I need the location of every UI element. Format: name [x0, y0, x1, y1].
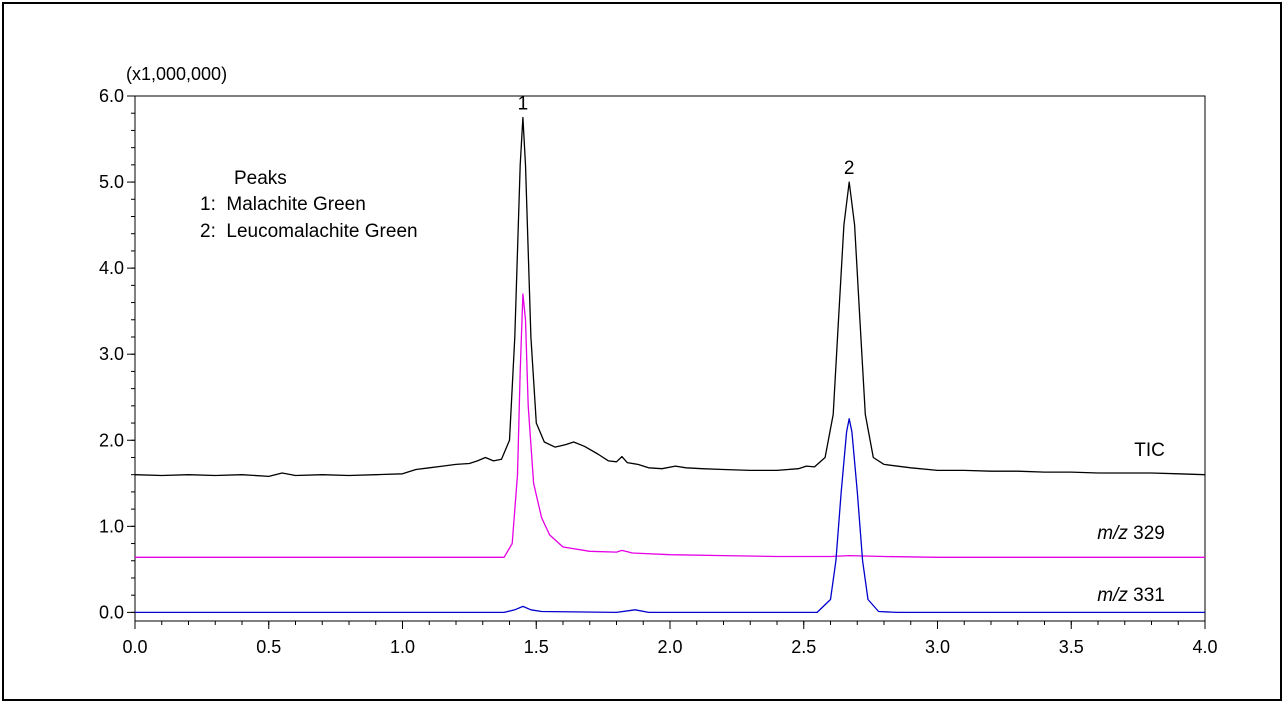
y-tick-label: 0.0: [99, 602, 124, 622]
series-line-tic: [134, 116, 1206, 478]
y-tick-label: 3.0: [99, 344, 124, 364]
ticks: 0.0 0.5 1.0 1.5 2.0 2.5 3.0 3.5 4.0 0.0 1.0 2.0 3.0 4…: [99, 86, 1218, 657]
x-tick-label: 4.0: [1192, 637, 1217, 657]
legend-item-malachite-green: 1: Malachite Green: [200, 194, 366, 215]
series-layer: [134, 116, 1206, 614]
series-label-italic: m/z: [1097, 523, 1128, 544]
y-tick-label: 4.0: [99, 258, 124, 278]
x-tick-label: 1.0: [390, 637, 415, 657]
chromatogram-chart: 0.0 0.5 1.0 1.5 2.0 2.5 3.0 3.5 4.0 0.0 1.0 2.0 3.0 4…: [99, 64, 1218, 657]
series-label-m-z-329: m/z 329: [1097, 523, 1165, 544]
plot-area-border: [134, 95, 1206, 622]
x-tick-label: 1.5: [524, 637, 549, 657]
y-tick-label: 2.0: [99, 430, 124, 450]
peaks-legend: Peaks 1: Malachite Green 2: Leucomalachi…: [200, 168, 418, 242]
legend-title: Peaks: [234, 168, 287, 189]
x-tick-label: 0.5: [256, 637, 281, 657]
x-tick-label: 0.0: [122, 637, 147, 657]
y-tick-label: 6.0: [99, 86, 124, 106]
series-label-text: 331: [1128, 585, 1165, 606]
y-tick-label: 5.0: [99, 172, 124, 192]
series-label-text: 329: [1128, 523, 1165, 544]
series-label-italic: m/z: [1097, 585, 1128, 606]
series-label-text: TIC: [1134, 440, 1165, 461]
x-tick-label: 2.5: [791, 637, 816, 657]
peak-label-1: 1: [518, 94, 529, 115]
series-line-m-z-329: [135, 293, 1205, 558]
axes: [134, 95, 1206, 622]
x-tick-label: 3.5: [1059, 637, 1084, 657]
series-label-tic: TIC: [1134, 440, 1165, 461]
legend-item-leucomalachite-green: 2: Leucomalachite Green: [200, 221, 418, 242]
y-tick-label: 1.0: [99, 516, 124, 536]
series-line-m-z-331: [135, 418, 1205, 614]
y-multiplier-label: (x1,000,000): [126, 64, 227, 84]
peak-label-2: 2: [844, 158, 855, 179]
x-tick-label: 3.0: [925, 637, 950, 657]
series-label-m-z-331: m/z 331: [1097, 585, 1165, 606]
x-tick-label: 2.0: [657, 637, 682, 657]
